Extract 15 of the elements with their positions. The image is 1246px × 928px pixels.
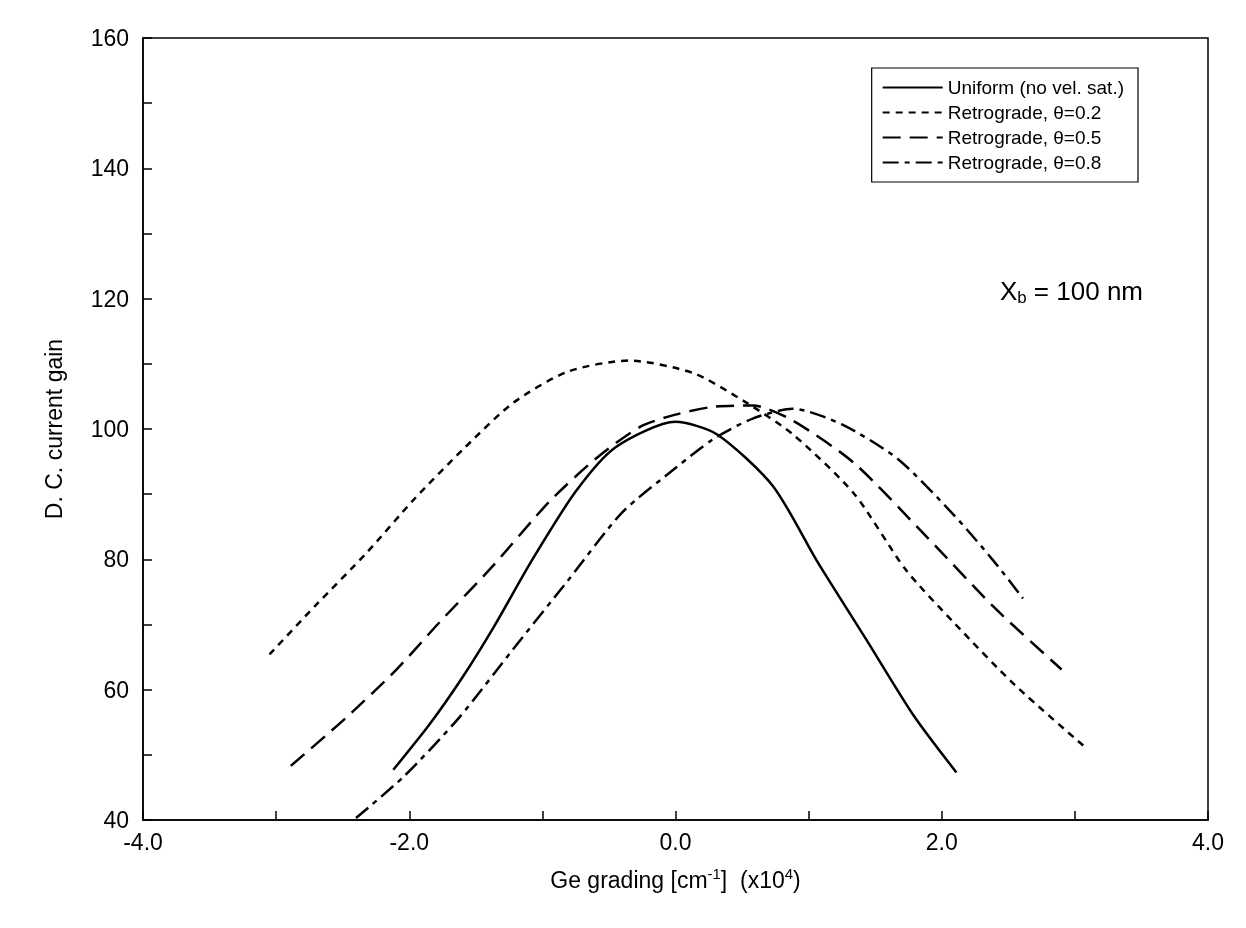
y-tick-label: 60 — [103, 676, 129, 703]
y-axis-title: D. C. current gain — [40, 338, 67, 520]
x-tick-label: 4.0 — [1192, 828, 1224, 855]
x-tick-label: -2.0 — [389, 828, 430, 855]
legend-label: Retrograde, θ=0.5 — [947, 127, 1102, 148]
y-tick-label: 80 — [103, 546, 129, 573]
y-tick-label: 140 — [90, 155, 129, 182]
y-tick-label: 160 — [90, 25, 129, 51]
legend-label: Uniform (no vel. sat.) — [947, 77, 1124, 98]
legend-label: Retrograde, θ=0.2 — [947, 102, 1102, 123]
x-tick-label: 0.0 — [659, 828, 692, 855]
y-tick-label: 120 — [90, 285, 129, 312]
y-tick-label: 100 — [90, 416, 129, 442]
x-tick-label: 2.0 — [925, 828, 958, 855]
legend-label: Retrograde, θ=0.8 — [947, 152, 1102, 173]
